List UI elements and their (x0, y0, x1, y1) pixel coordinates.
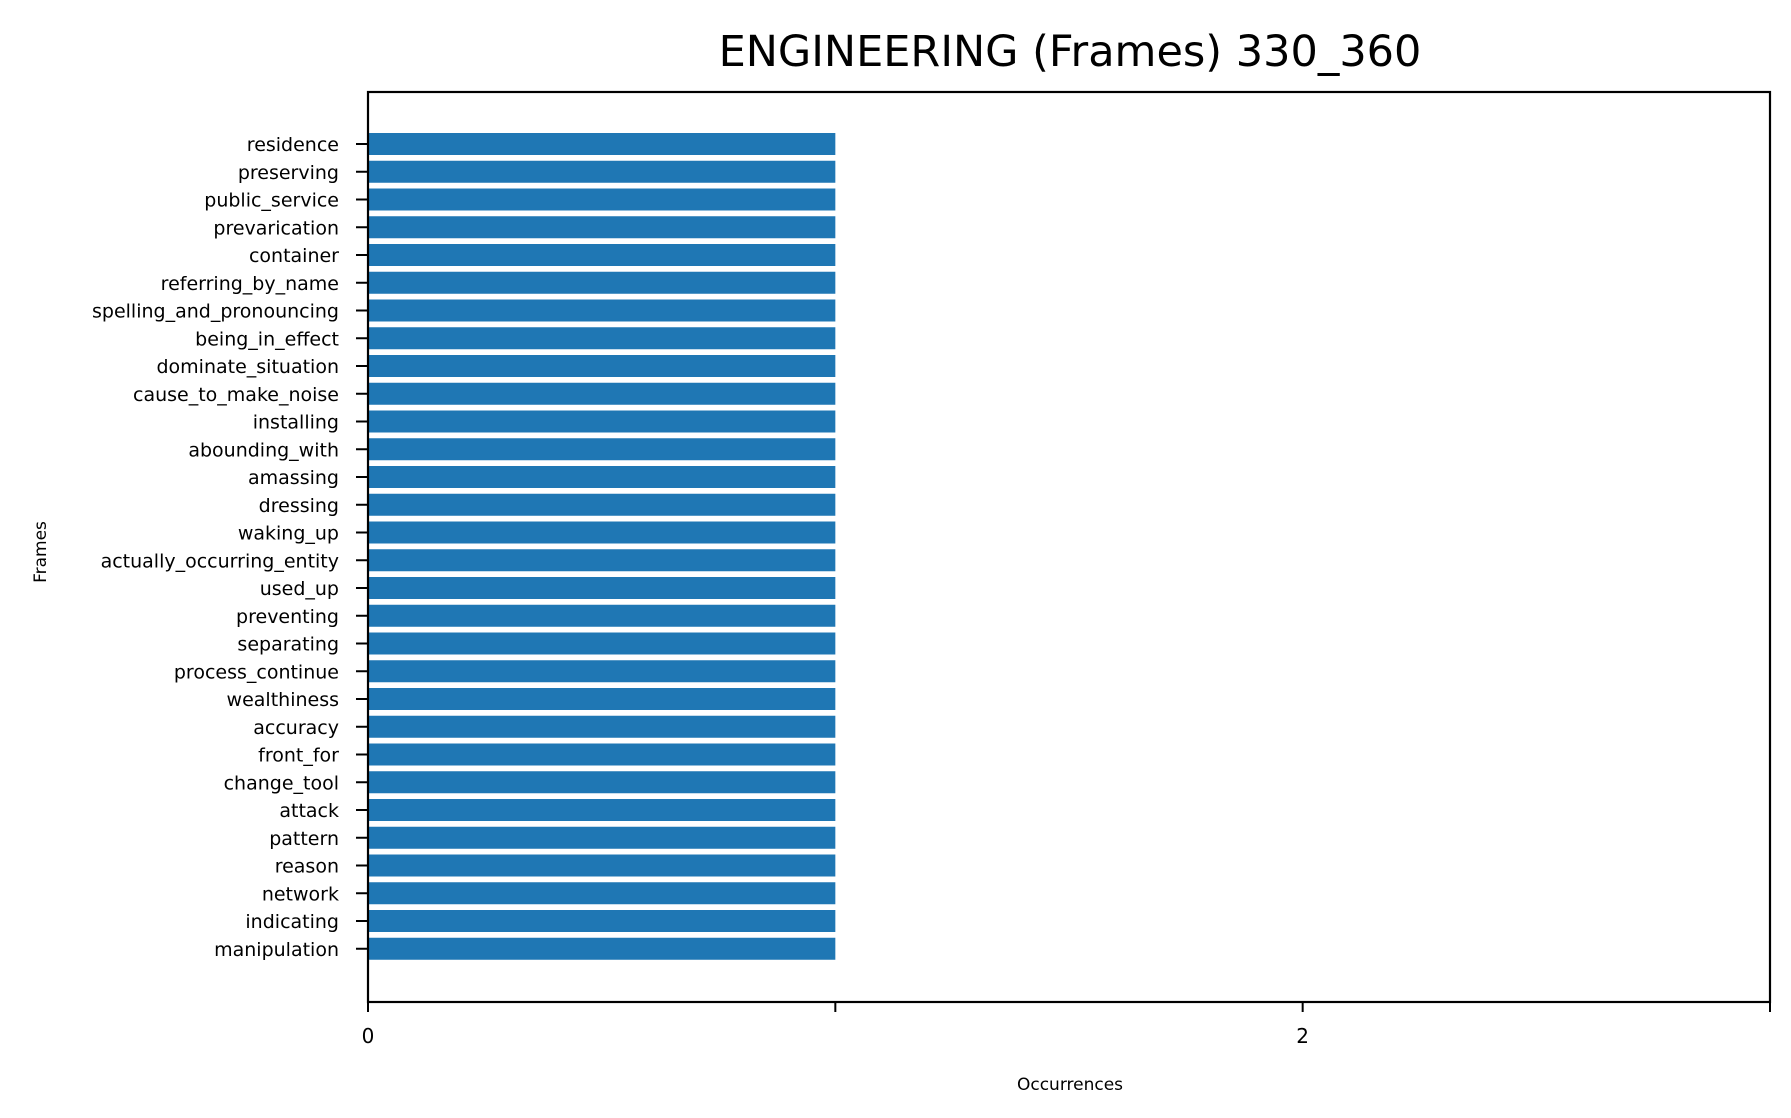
bar-indicating (368, 910, 836, 932)
y-axis-label: Frames (31, 521, 51, 583)
y-tick-label: used_up (260, 578, 339, 600)
bar-installing (368, 410, 836, 433)
bar-network (368, 882, 836, 905)
y-tick-label: preserving (238, 162, 339, 184)
x-tick-label: 0 (362, 1024, 375, 1048)
y-tick-label: indicating (245, 911, 339, 933)
x-axis-label: Occurrences (1017, 1075, 1123, 1095)
bars-group (368, 133, 836, 960)
y-tick-label: public_service (204, 190, 339, 212)
bar-amassing (368, 466, 836, 488)
bar-wealthiness (368, 688, 836, 710)
y-tick-label: attack (279, 800, 339, 822)
y-tick-label: separating (237, 634, 339, 656)
bar-waking-up (368, 521, 836, 544)
y-tick-label: abounding_with (188, 439, 339, 461)
bar-spelling-and-pronouncing (368, 299, 836, 322)
bar-accuracy (368, 715, 836, 738)
x-tick-label: 2 (1296, 1024, 1309, 1048)
bar-abounding-with (368, 438, 836, 461)
y-tick-label: being_in_effect (195, 328, 339, 350)
y-tick-label: cause_to_make_noise (133, 384, 339, 406)
bar-attack (368, 799, 836, 821)
bar-pattern (368, 826, 836, 849)
bar-being-in-effect (368, 327, 836, 350)
y-tick-label: preventing (236, 606, 339, 628)
y-tick-label: change_tool (224, 772, 339, 794)
y-tick-label: dressing (259, 495, 339, 517)
bar-residence (368, 133, 836, 155)
bar-public-service (368, 188, 836, 211)
y-tick-label: prevarication (213, 217, 339, 239)
bar-actually-occurring-entity (368, 549, 836, 572)
y-tick-label: spelling_and_pronouncing (92, 301, 339, 323)
bar-preserving (368, 160, 836, 183)
y-tick-label: residence (247, 134, 339, 156)
bar-cause-to-make-noise (368, 382, 836, 405)
bar-dressing (368, 493, 836, 516)
y-tick-label: amassing (248, 467, 339, 489)
y-tick-label: container (249, 245, 339, 267)
y-axis-ticks: residence preserving public_serviceprevari… (92, 134, 368, 961)
y-tick-label: dominate_situation (156, 356, 339, 378)
bar-manipulation (368, 937, 836, 960)
bar-process-continue (368, 660, 836, 683)
bar-separating (368, 632, 836, 655)
bar-front-for (368, 743, 836, 766)
y-tick-label: installing (253, 412, 339, 434)
y-tick-label: wealthiness (227, 689, 339, 711)
plot-frame (366, 90, 1772, 1004)
y-tick-label: accuracy (253, 717, 339, 739)
y-tick-label: pattern (269, 828, 339, 850)
bar-prevarication (368, 216, 836, 239)
y-tick-label: actually_occurring_entity (101, 550, 339, 572)
y-tick-label: network (262, 883, 339, 905)
bar-referring-by-name (368, 271, 836, 294)
y-tick-label: reason (275, 856, 339, 878)
y-tick-label: front_for (258, 745, 339, 767)
bar-change-tool (368, 771, 836, 794)
y-tick-label: waking_up (238, 523, 339, 545)
y-tick-label: process_continue (174, 661, 339, 683)
bar-used-up (368, 577, 836, 599)
y-tick-label: referring_by_name (161, 273, 339, 295)
chart-title: ENGINEERING (Frames) 330_360 (719, 27, 1422, 77)
bar-dominate-situation (368, 355, 836, 377)
bar-reason (368, 854, 836, 877)
bar-container (368, 244, 836, 266)
y-tick-label: manipulation (214, 939, 339, 961)
bar-preventing (368, 604, 836, 627)
